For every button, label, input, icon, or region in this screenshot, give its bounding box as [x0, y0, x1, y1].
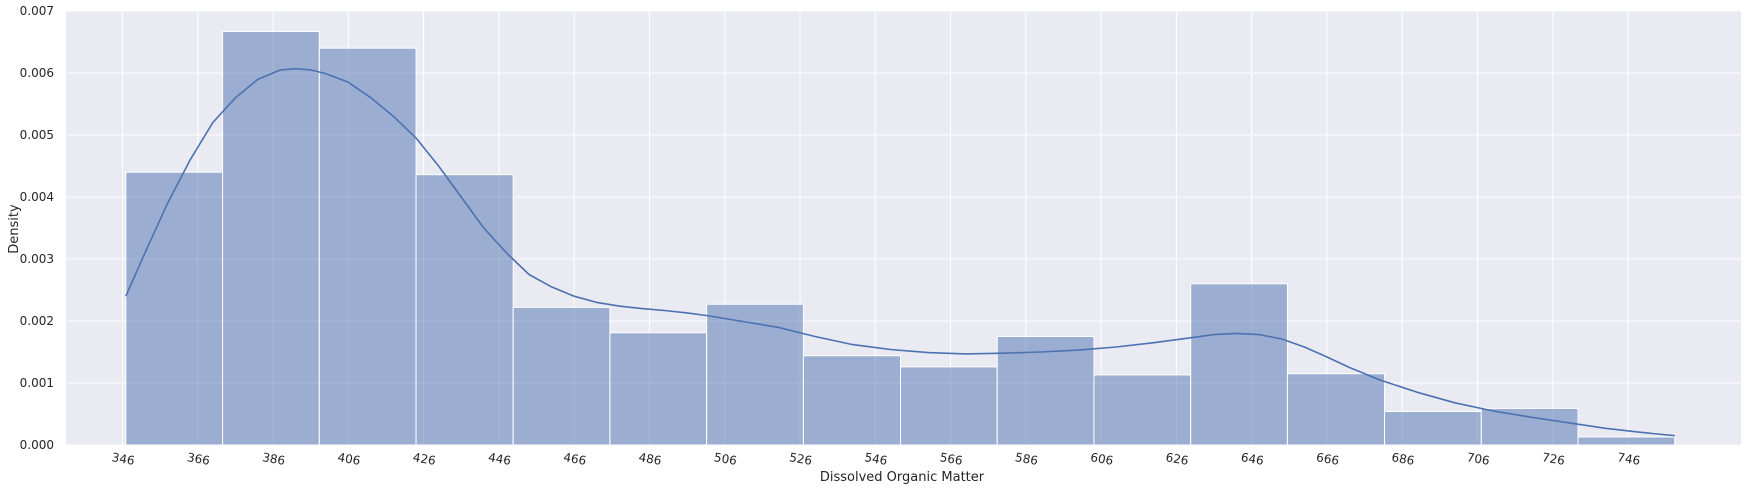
y-axis-label: Density [7, 204, 22, 254]
histogram-bar [416, 175, 513, 445]
y-tick-label: 0.004 [20, 190, 54, 204]
y-tick-label: 0.007 [20, 4, 54, 18]
y-tick-label: 0.001 [20, 376, 54, 390]
histogram-bar [1094, 375, 1191, 445]
histogram-bar [126, 172, 223, 445]
y-tick-label: 0.003 [20, 252, 54, 266]
x-tick-label: 426 [412, 450, 437, 468]
y-tick-label: 0.005 [20, 128, 54, 142]
x-tick-label: 646 [1240, 450, 1265, 468]
x-tick-label: 526 [788, 450, 813, 468]
x-tick-label: 746 [1616, 450, 1641, 468]
x-tick-label: 686 [1390, 450, 1415, 468]
x-axis-ticks: 346 366 386 406 426 446 466 486 506 526 546 566 586 6… [111, 450, 1642, 468]
x-tick-label: 506 [713, 450, 738, 468]
y-tick-label: 0.000 [20, 438, 54, 452]
x-tick-label: 546 [863, 450, 888, 468]
x-tick-label: 466 [562, 450, 587, 468]
histogram-bar [803, 356, 900, 445]
histogram-bar [319, 48, 416, 445]
x-tick-label: 386 [261, 450, 286, 468]
x-tick-label: 446 [487, 450, 512, 468]
histogram-bar [1481, 408, 1578, 445]
x-tick-label: 366 [186, 450, 211, 468]
histogram-bar [1578, 437, 1675, 445]
x-tick-label: 666 [1315, 450, 1340, 468]
x-tick-label: 706 [1466, 450, 1491, 468]
histogram-bar [1287, 374, 1384, 445]
y-tick-label: 0.002 [20, 314, 54, 328]
histogram-bar [513, 307, 610, 445]
histogram-bar [900, 367, 997, 445]
histogram-bar [707, 304, 804, 445]
x-tick-label: 606 [1089, 450, 1114, 468]
x-tick-label: 406 [337, 450, 362, 468]
histogram-bar [223, 31, 320, 445]
y-axis-ticks: 0.000 0.001 0.002 0.003 0.004 0.005 0.006 0.007 [20, 4, 54, 452]
x-tick-label: 626 [1165, 450, 1190, 468]
y-tick-label: 0.006 [20, 66, 54, 80]
x-tick-label: 566 [939, 450, 964, 468]
x-tick-label: 486 [638, 450, 663, 468]
x-axis-label: Dissolved Organic Matter [820, 470, 985, 485]
x-tick-label: 586 [1014, 450, 1039, 468]
x-tick-label: 346 [111, 450, 136, 468]
histogram-bar [1191, 284, 1288, 445]
x-tick-label: 726 [1541, 450, 1566, 468]
histogram-bar [1385, 412, 1482, 445]
histogram-bar [610, 333, 707, 445]
